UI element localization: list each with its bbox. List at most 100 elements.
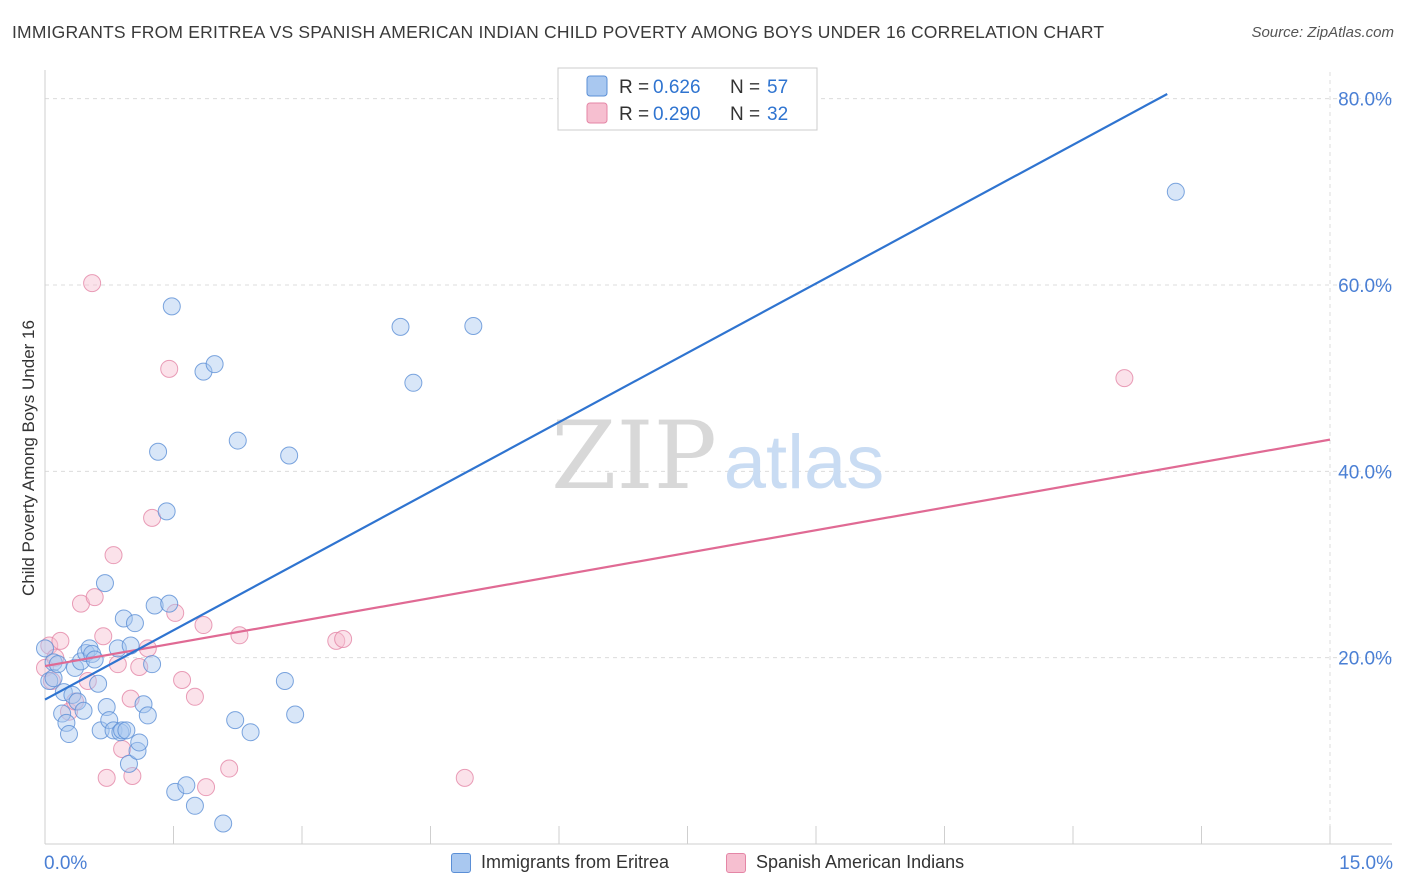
source-label: Source: ZipAtlas.com (1251, 24, 1394, 41)
legend-r-value-pink: 0.290 (653, 104, 701, 125)
data-point (130, 733, 149, 752)
y-tick-label: 60.0% (1338, 276, 1392, 297)
data-point (57, 713, 76, 732)
data-point (160, 594, 179, 613)
legend-r-label-pink: R = (619, 104, 649, 125)
watermark: ZIP atlas (551, 402, 884, 511)
data-point (334, 630, 353, 649)
data-point (185, 687, 204, 706)
data-point (36, 639, 54, 658)
data-point (149, 442, 168, 461)
data-point (94, 627, 113, 646)
data-point (230, 626, 249, 645)
legend-label-spanish-american-indians: Spanish American Indians (756, 852, 965, 872)
data-point (138, 706, 157, 725)
data-point (391, 317, 410, 336)
trend-line-spanish-american-indians (44, 438, 1331, 668)
data-point (44, 669, 63, 688)
data-point (119, 754, 138, 773)
legend-swatch-eritrea (451, 852, 471, 873)
legend-r-label-blue: R = (619, 77, 649, 98)
data-point (114, 609, 133, 628)
watermark-atlas: atlas (724, 420, 885, 505)
legend-swatch-blue (586, 75, 608, 97)
data-point (160, 359, 179, 378)
data-point (280, 446, 299, 465)
tick-labels: 20.0% 40.0% 60.0% 80.0% 0.0% 15.0% (44, 90, 1393, 874)
data-point (85, 588, 104, 607)
legend-item-spanish-american-indians: Spanish American Indians (726, 852, 964, 873)
y-tick-label: 40.0% (1338, 462, 1392, 483)
legend: R = 0.626 N = 57 R = 0.290 N = 32 (557, 67, 818, 131)
legend-n-label-blue: N = (730, 77, 760, 98)
data-point (83, 274, 102, 293)
data-point (197, 778, 216, 797)
data-point (220, 759, 239, 778)
data-point (194, 616, 213, 635)
data-point (53, 704, 72, 723)
trend-lines (44, 93, 1331, 701)
data-point (117, 721, 136, 740)
data-point (145, 596, 164, 615)
data-point (194, 362, 213, 381)
legend-swatch-pink (586, 102, 608, 124)
data-point (134, 695, 153, 714)
y-axis-label: Child Poverty Among Boys Under 16 (19, 320, 38, 596)
series-immigrants-from-eritrea (36, 182, 1185, 833)
legend-r-value-blue: 0.626 (653, 77, 701, 98)
axes (44, 70, 1392, 845)
trend-line-eritrea (44, 93, 1168, 701)
data-point (1166, 182, 1185, 201)
data-point (97, 768, 116, 787)
data-point (162, 297, 181, 316)
data-point (113, 721, 132, 740)
data-point (185, 796, 204, 815)
data-point (157, 502, 176, 521)
data-point (143, 655, 162, 674)
x-tick-label: 15.0% (1339, 853, 1393, 874)
data-point (59, 725, 78, 744)
data-point (173, 671, 192, 690)
data-point (166, 782, 185, 801)
gridlines (45, 72, 1392, 844)
y-tick-label: 80.0% (1338, 90, 1392, 111)
data-point (327, 631, 346, 650)
data-point (455, 768, 474, 787)
data-point (123, 766, 142, 785)
data-point (1115, 369, 1134, 388)
legend-swatch-spanish-american-indians (726, 852, 746, 873)
y-tick-label: 20.0% (1338, 649, 1392, 670)
bottom-legend: Immigrants from Eritrea Spanish American… (0, 852, 1406, 878)
legend-n-label-pink: N = (730, 104, 760, 125)
data-point (166, 603, 185, 622)
data-point (241, 723, 260, 742)
data-point (51, 631, 70, 650)
data-point (214, 814, 233, 833)
legend-n-value-blue: 57 (767, 77, 788, 98)
data-point (228, 431, 247, 450)
series-spanish-american-indians (36, 274, 1134, 797)
data-point (100, 711, 119, 730)
data-point (464, 316, 483, 335)
data-point (177, 776, 196, 795)
data-point (286, 705, 305, 724)
data-point (275, 671, 294, 690)
x-tick-label: 0.0% (44, 853, 87, 874)
data-point (95, 574, 114, 593)
data-point (74, 701, 93, 720)
legend-label-eritrea: Immigrants from Eritrea (481, 852, 670, 872)
data-point (125, 614, 144, 633)
data-point (89, 674, 108, 693)
legend-item-eritrea: Immigrants from Eritrea (451, 852, 669, 873)
watermark-zip: ZIP (551, 402, 717, 511)
data-point (104, 546, 123, 565)
data-point (404, 373, 423, 392)
chart-title: IMMIGRANTS FROM ERITREA VS SPANISH AMERI… (12, 22, 1105, 42)
data-point (113, 739, 132, 758)
data-point (205, 355, 224, 374)
data-point (68, 692, 87, 711)
legend-n-value-pink: 32 (767, 104, 788, 125)
data-point (226, 711, 245, 730)
data-point (85, 650, 104, 669)
